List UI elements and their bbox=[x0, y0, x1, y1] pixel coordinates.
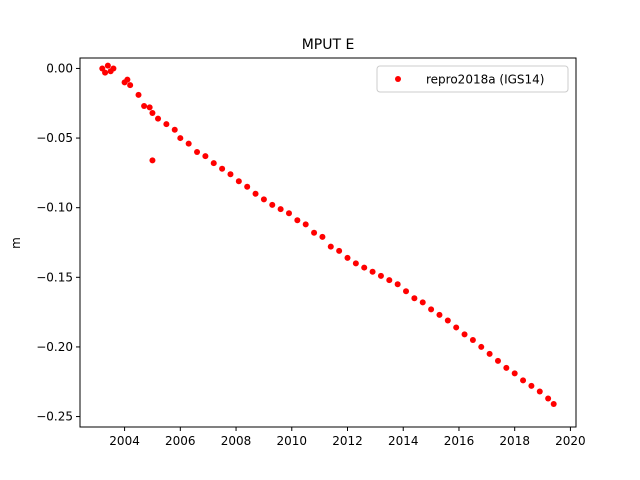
data-point bbox=[210, 160, 217, 167]
data-point bbox=[511, 370, 518, 377]
data-point bbox=[503, 364, 510, 371]
data-point bbox=[102, 69, 109, 76]
data-point bbox=[394, 281, 401, 288]
data-point bbox=[550, 401, 557, 408]
data-point bbox=[520, 377, 527, 384]
data-point bbox=[386, 277, 393, 284]
data-point bbox=[149, 110, 156, 117]
y-tick-label: 0.00 bbox=[46, 61, 73, 75]
x-tick-label: 2004 bbox=[109, 434, 140, 448]
data-point bbox=[127, 82, 134, 89]
data-point bbox=[461, 331, 468, 338]
legend-box bbox=[376, 65, 569, 93]
data-point bbox=[428, 306, 435, 313]
x-tick-label: 2014 bbox=[388, 434, 419, 448]
data-point bbox=[227, 171, 234, 178]
chart-title: MPUT E bbox=[302, 37, 355, 53]
data-point bbox=[219, 165, 226, 172]
data-point bbox=[185, 140, 192, 147]
data-point bbox=[436, 311, 443, 318]
x-tick-label: 2010 bbox=[277, 434, 308, 448]
x-tick-label: 2020 bbox=[555, 434, 586, 448]
plot-area bbox=[80, 58, 576, 427]
data-point bbox=[377, 272, 384, 279]
data-point bbox=[336, 247, 343, 254]
legend: repro2018a (IGS14) bbox=[376, 65, 569, 93]
data-point bbox=[453, 324, 460, 331]
data-point bbox=[285, 210, 292, 217]
data-point bbox=[403, 288, 410, 295]
legend-label: repro2018a (IGS14) bbox=[426, 73, 544, 87]
data-point bbox=[163, 121, 170, 128]
x-tick-label: 2008 bbox=[221, 434, 252, 448]
outlier-point bbox=[149, 157, 156, 164]
data-point bbox=[469, 336, 476, 343]
data-point bbox=[494, 357, 501, 364]
data-point bbox=[141, 103, 148, 110]
data-point bbox=[194, 148, 201, 155]
data-point bbox=[545, 395, 552, 402]
legend-marker bbox=[395, 76, 401, 82]
data-point bbox=[444, 317, 451, 324]
data-point bbox=[311, 229, 318, 236]
x-tick-label: 2006 bbox=[165, 434, 196, 448]
data-point bbox=[486, 350, 493, 357]
data-point bbox=[277, 206, 284, 213]
y-tick-label: −0.15 bbox=[36, 270, 73, 284]
data-layer bbox=[99, 62, 557, 408]
data-point bbox=[369, 268, 376, 275]
data-point bbox=[419, 299, 426, 306]
data-point bbox=[536, 388, 543, 395]
data-point bbox=[244, 183, 251, 190]
plot-frame bbox=[79, 57, 577, 428]
x-tick-label: 2012 bbox=[332, 434, 363, 448]
data-point bbox=[104, 62, 111, 69]
data-point bbox=[146, 104, 153, 111]
y-tick-label: −0.05 bbox=[36, 131, 73, 145]
data-point bbox=[361, 264, 368, 271]
data-point bbox=[235, 178, 242, 185]
data-point bbox=[171, 126, 178, 133]
data-point bbox=[110, 65, 117, 72]
data-point bbox=[327, 243, 334, 250]
data-point bbox=[319, 233, 326, 240]
data-point bbox=[135, 91, 142, 98]
data-point bbox=[478, 343, 485, 350]
data-point bbox=[294, 217, 301, 224]
y-tick-label: −0.10 bbox=[36, 201, 73, 215]
data-point bbox=[252, 190, 259, 197]
data-point bbox=[177, 135, 184, 142]
data-point bbox=[155, 115, 162, 122]
data-point bbox=[411, 295, 418, 302]
y-tick-label: −0.20 bbox=[36, 340, 73, 354]
x-tick-label: 2016 bbox=[444, 434, 475, 448]
data-point bbox=[269, 201, 276, 208]
y-tick-label: −0.25 bbox=[36, 410, 73, 424]
data-point bbox=[202, 153, 209, 160]
data-point bbox=[528, 382, 535, 389]
axes-layer: 2004 2006 2008 2010 2012 2014 2016 2018 2020 0.00… bbox=[36, 61, 585, 448]
data-point bbox=[302, 221, 309, 228]
data-point bbox=[344, 254, 351, 261]
y-axis-label: m bbox=[9, 237, 23, 249]
x-tick-label: 2018 bbox=[499, 434, 530, 448]
data-point bbox=[124, 76, 131, 83]
data-point bbox=[260, 196, 267, 203]
data-point bbox=[352, 260, 359, 267]
